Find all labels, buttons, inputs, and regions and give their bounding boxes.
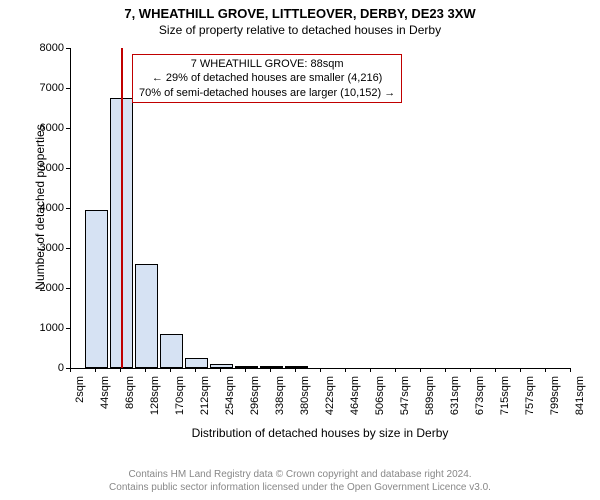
ytick-mark xyxy=(66,208,70,209)
footer: Contains HM Land Registry data © Crown c… xyxy=(0,468,600,494)
xtick-mark xyxy=(470,368,471,372)
histogram-bar xyxy=(85,210,108,368)
xtick-mark xyxy=(570,368,571,372)
xtick-label: 338sqm xyxy=(274,376,286,422)
xtick-mark xyxy=(545,368,546,372)
xtick-label: 2sqm xyxy=(74,376,86,422)
histogram-bar xyxy=(285,366,308,368)
x-axis-label: Distribution of detached houses by size … xyxy=(70,426,570,440)
xtick-mark xyxy=(395,368,396,372)
histogram-bar xyxy=(260,366,283,368)
xtick-mark xyxy=(370,368,371,372)
xtick-label: 128sqm xyxy=(149,376,161,422)
xtick-mark xyxy=(120,368,121,372)
xtick-mark xyxy=(70,368,71,372)
footer-line-2: Contains public sector information licen… xyxy=(0,481,600,494)
xtick-label: 547sqm xyxy=(399,376,411,422)
xtick-label: 296sqm xyxy=(249,376,261,422)
xtick-mark xyxy=(520,368,521,372)
xtick-label: 757sqm xyxy=(524,376,536,422)
annotation-line-1: 7 WHEATHILL GROVE: 88sqm xyxy=(139,57,395,71)
ytick-mark xyxy=(66,128,70,129)
ytick-mark xyxy=(66,248,70,249)
ytick-label: 8000 xyxy=(0,42,64,54)
ytick-mark xyxy=(66,288,70,289)
chart-container: 7, WHEATHILL GROVE, LITTLEOVER, DERBY, D… xyxy=(0,0,600,500)
xtick-label: 44sqm xyxy=(99,376,111,422)
footer-line-1: Contains HM Land Registry data © Crown c… xyxy=(0,468,600,481)
ytick-label: 5000 xyxy=(0,162,64,174)
xtick-mark xyxy=(270,368,271,372)
xtick-mark xyxy=(420,368,421,372)
histogram-bar xyxy=(235,366,258,368)
highlight-marker xyxy=(121,48,123,368)
xtick-mark xyxy=(295,368,296,372)
xtick-label: 715sqm xyxy=(499,376,511,422)
xtick-label: 86sqm xyxy=(124,376,136,422)
xtick-label: 631sqm xyxy=(449,376,461,422)
xtick-mark xyxy=(320,368,321,372)
xtick-label: 464sqm xyxy=(349,376,361,422)
xtick-mark xyxy=(170,368,171,372)
xtick-mark xyxy=(220,368,221,372)
histogram-bar xyxy=(185,358,208,368)
xtick-mark xyxy=(95,368,96,372)
histogram-bar xyxy=(135,264,158,368)
xtick-label: 380sqm xyxy=(299,376,311,422)
xtick-label: 841sqm xyxy=(574,376,586,422)
ytick-label: 4000 xyxy=(0,202,64,214)
xtick-label: 506sqm xyxy=(374,376,386,422)
xtick-label: 589sqm xyxy=(424,376,436,422)
xtick-label: 422sqm xyxy=(324,376,336,422)
xtick-mark xyxy=(445,368,446,372)
annotation-line-3: 70% of semi-detached houses are larger (… xyxy=(139,86,395,100)
annotation-line-2: ← 29% of detached houses are smaller (4,… xyxy=(139,71,395,85)
xtick-label: 673sqm xyxy=(474,376,486,422)
xtick-mark xyxy=(495,368,496,372)
xtick-mark xyxy=(245,368,246,372)
annotation-box: 7 WHEATHILL GROVE: 88sqm ← 29% of detach… xyxy=(132,54,402,103)
ytick-label: 2000 xyxy=(0,282,64,294)
ytick-mark xyxy=(66,48,70,49)
ytick-label: 7000 xyxy=(0,82,64,94)
xtick-label: 212sqm xyxy=(199,376,211,422)
histogram-bar xyxy=(160,334,183,368)
title-line-1: 7, WHEATHILL GROVE, LITTLEOVER, DERBY, D… xyxy=(0,0,600,21)
ytick-label: 0 xyxy=(0,362,64,374)
ytick-label: 6000 xyxy=(0,122,64,134)
xtick-mark xyxy=(345,368,346,372)
ytick-label: 3000 xyxy=(0,242,64,254)
xtick-mark xyxy=(145,368,146,372)
xtick-label: 799sqm xyxy=(549,376,561,422)
ytick-label: 1000 xyxy=(0,322,64,334)
ytick-mark xyxy=(66,88,70,89)
ytick-mark xyxy=(66,328,70,329)
xtick-mark xyxy=(195,368,196,372)
xtick-label: 254sqm xyxy=(224,376,236,422)
xtick-label: 170sqm xyxy=(174,376,186,422)
histogram-bar xyxy=(210,364,233,368)
title-line-2: Size of property relative to detached ho… xyxy=(0,23,600,37)
ytick-mark xyxy=(66,168,70,169)
